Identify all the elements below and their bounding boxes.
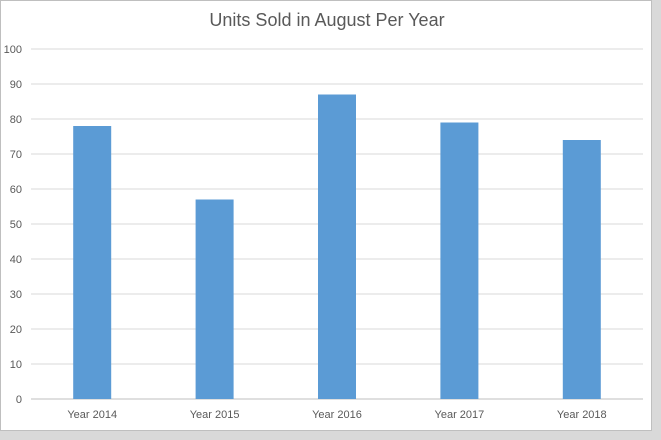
x-tick-label: Year 2018 xyxy=(557,409,607,421)
chart-frame: Units Sold in August Per Year 0 10 20 30 40 5… xyxy=(0,0,652,431)
y-tick-label: 10 xyxy=(10,359,22,371)
x-tick-label: Year 2014 xyxy=(67,409,117,421)
y-tick-label: 50 xyxy=(10,219,22,231)
bar xyxy=(440,122,479,399)
bar xyxy=(562,140,601,399)
y-tick-label: 90 xyxy=(10,79,22,91)
y-tick-label: 20 xyxy=(10,324,22,336)
bar-chart: 0 10 20 30 40 50 60 70 80 90 100 Year 2014 Year 2015… xyxy=(4,44,643,421)
bar xyxy=(195,199,234,399)
chart-title: Units Sold in August Per Year xyxy=(209,10,445,30)
x-tick-label: Year 2017 xyxy=(435,409,485,421)
y-tick-label: 60 xyxy=(10,184,22,196)
x-tick-label: Year 2015 xyxy=(190,409,240,421)
y-tick-label: 80 xyxy=(10,114,22,126)
bar xyxy=(318,94,356,399)
x-tick-label: Year 2016 xyxy=(312,409,362,421)
y-tick-label: 30 xyxy=(10,289,22,301)
y-tick-label: 40 xyxy=(10,254,22,266)
y-tick-label: 0 xyxy=(16,394,22,406)
y-tick-label: 70 xyxy=(10,149,22,161)
y-tick-label: 100 xyxy=(4,44,22,56)
bar xyxy=(73,126,112,399)
